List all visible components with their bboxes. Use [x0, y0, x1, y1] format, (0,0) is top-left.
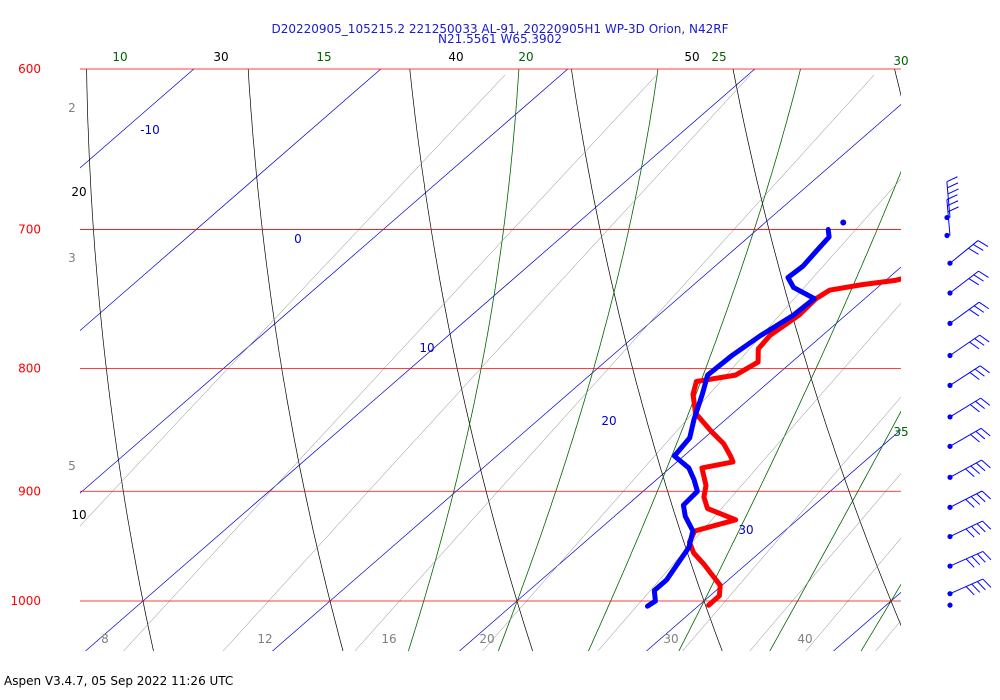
wind-barb [947, 602, 953, 608]
wind-barb [947, 334, 990, 359]
isotherm-label: 10 [419, 341, 434, 355]
dewpoint-top-point [840, 219, 847, 226]
moist-adiabat-line [946, 1, 1000, 662]
wind-barb [947, 550, 992, 569]
isotherm-line [459, 266, 901, 651]
mixing-ratio-line [597, 302, 901, 651]
moist-adiabat-label: 20 [518, 50, 533, 64]
moist-adiabat-label: 35 [893, 425, 908, 439]
footer-version-stamp: Aspen V3.4.7, 05 Sep 2022 11:26 UTC [4, 674, 234, 688]
temperature-profile-line [687, 276, 901, 608]
moist-adiabat-line [678, 170, 901, 651]
dry-adiabat-line [247, 69, 344, 651]
wind-barb [944, 176, 959, 221]
wind-barb [947, 301, 990, 326]
mixing-ratio-label: 2 [68, 101, 76, 115]
pressure-label: 1000 [10, 594, 41, 608]
dry-adiabat-label: 10 [71, 508, 86, 522]
mixing-ratio-line [805, 537, 901, 651]
mixing-ratio-label: 40 [797, 632, 812, 646]
isotherm-line [80, 69, 382, 332]
mixing-ratio-label: 5 [68, 459, 76, 473]
mixing-ratio-label: 8 [101, 632, 109, 646]
chart-title-line1: D20220905_105215.2 221250033 AL-91, 2022… [271, 22, 728, 36]
dry-adiabat-label: 40 [448, 50, 463, 64]
pressure-label: 900 [18, 484, 41, 498]
dry-adiabat-label: 20 [71, 185, 86, 199]
diagram-grid [0, 1, 1000, 662]
moist-adiabat-label: 30 [893, 54, 908, 68]
wind-barb [947, 578, 992, 597]
wind-barb [947, 520, 992, 540]
moist-adiabat-line [407, 69, 520, 651]
wind-barb [947, 365, 990, 388]
wind-barb [947, 459, 991, 480]
mixing-ratio-line [354, 74, 875, 651]
dry-adiabat-label: 30 [213, 50, 228, 64]
mixing-ratio-label: 30 [663, 632, 678, 646]
mixing-ratio-line [80, 74, 506, 527]
wind-barb [947, 397, 991, 420]
mixing-ratio-label: 12 [257, 632, 272, 646]
moist-adiabat-line [497, 69, 659, 651]
isotherm-line [80, 69, 569, 494]
sounding-profiles [645, 219, 901, 609]
dry-adiabat-line [894, 69, 901, 97]
chart-title-line2: N21.5561 W65.3902 [438, 32, 562, 46]
wind-barb [947, 240, 989, 266]
isobar-lines [80, 68, 901, 602]
grid-labels: 600 700 800 900 1000 -10 0 10 20 30 30 40 50 20 10 10 15… [10, 50, 908, 646]
mixing-ratio-line [222, 74, 751, 651]
wind-barb [944, 194, 959, 239]
wind-barb [947, 490, 991, 510]
wind-barb [947, 427, 991, 449]
dry-adiabat-line [86, 69, 154, 651]
moist-adiabat-line [769, 410, 901, 651]
mixing-ratio-label: 16 [381, 632, 396, 646]
isotherm-label: 20 [601, 414, 616, 428]
isotherm-label: 0 [294, 232, 302, 246]
dry-adiabat-label: 50 [684, 50, 699, 64]
isotherm-line [833, 591, 901, 651]
mixing-ratio-line [749, 473, 901, 651]
moist-adiabat-label: 10 [112, 50, 127, 64]
moist-adiabat-label: 15 [316, 50, 331, 64]
mixing-ratio-line [875, 620, 901, 651]
mixing-ratio-line [482, 178, 901, 651]
dry-adiabat-line [409, 69, 533, 651]
isotherm-line [0, 69, 7, 651]
pressure-label: 800 [18, 362, 41, 376]
wind-barb-column [944, 176, 992, 608]
mixing-ratio-label: 3 [68, 251, 76, 265]
isotherm-line [272, 104, 901, 651]
dry-adiabat-line [571, 69, 723, 651]
isotherm-line [646, 429, 901, 651]
dewpoint-profile-line [645, 227, 832, 609]
pressure-label: 700 [18, 223, 41, 237]
isotherm-label: 30 [738, 523, 753, 537]
mixing-ratio-label: 20 [479, 632, 494, 646]
isotherm-line [85, 69, 756, 651]
dry-adiabat-line [732, 69, 901, 627]
pressure-label: 600 [18, 62, 41, 76]
mixing-ratio-line [682, 396, 901, 651]
isotherm-label: -10 [140, 123, 160, 137]
moist-adiabat-label: 25 [711, 50, 726, 64]
isotherm-line [80, 69, 195, 169]
mixing-ratio-line [123, 74, 657, 651]
wind-barb [947, 270, 989, 296]
